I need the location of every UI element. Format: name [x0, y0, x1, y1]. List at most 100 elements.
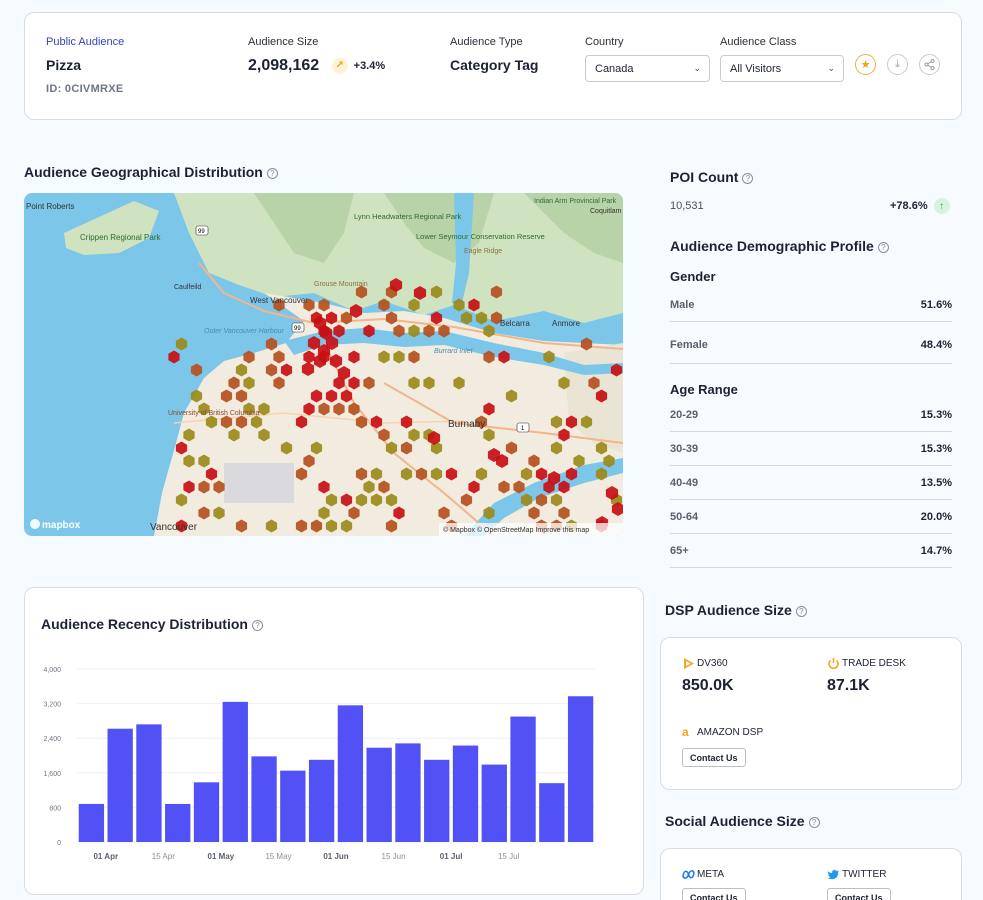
map-canvas[interactable]: Point Roberts Crippen Regional Park Lynn… [24, 193, 623, 536]
recency-bar[interactable] [337, 705, 364, 842]
density-hex [468, 480, 480, 494]
recency-bar[interactable] [481, 764, 507, 842]
help-icon[interactable]: ? [251, 620, 263, 631]
density-hex [318, 506, 330, 520]
density-hex [550, 493, 563, 507]
recency-bar[interactable] [222, 701, 248, 842]
density-hex [393, 324, 405, 338]
gender-value: 48.4% [920, 339, 952, 351]
density-hex [430, 311, 443, 325]
twitter-icon [827, 870, 839, 880]
map-mountain-ridge [524, 193, 623, 263]
density-hex [400, 441, 413, 455]
recency-bar[interactable] [107, 728, 133, 842]
recency-bar[interactable] [539, 783, 565, 842]
density-hex [175, 519, 188, 533]
density-hex [543, 480, 555, 494]
help-icon[interactable]: ? [742, 173, 754, 184]
density-hex [228, 376, 240, 390]
demographics-title: Audience Demographic Profile [670, 238, 874, 254]
download-button[interactable]: ⤓ [887, 54, 908, 75]
contact-us-button[interactable]: Contact Us [682, 748, 746, 767]
density-hex [430, 467, 443, 481]
help-icon[interactable]: ? [266, 168, 278, 179]
help-icon[interactable]: ? [795, 606, 807, 617]
audience-class-select[interactable]: All Visitors ⌄ [720, 55, 844, 82]
contact-us-button[interactable]: Contact Us [682, 888, 746, 900]
help-icon[interactable]: ? [808, 817, 820, 828]
x-tick-label: 15 Apr [152, 852, 175, 861]
recency-bar[interactable] [308, 759, 335, 842]
density-hex [310, 519, 323, 533]
audience-size-block: Audience Size 2,098,162 ↗ +3.4% [248, 36, 385, 75]
density-hex [273, 350, 285, 364]
recency-bar[interactable] [567, 696, 594, 842]
density-hex [190, 389, 203, 403]
poi-trend: +78.6% ↑ [890, 198, 950, 214]
map-label: Anmore [552, 319, 581, 328]
attribution-bg [439, 523, 623, 536]
recency-bar[interactable] [510, 716, 536, 842]
age-row: 50-64 20.0% [670, 500, 952, 534]
density-hex [498, 350, 510, 364]
arrow-up-icon: ↑ [933, 198, 950, 214]
density-hex [307, 336, 321, 350]
density-hex [611, 502, 623, 516]
road-sign-icon [291, 322, 305, 333]
age-label: 20-29 [670, 408, 699, 421]
density-hex [349, 304, 363, 318]
y-tick-label: 2,400 [43, 736, 61, 743]
recency-bar[interactable] [366, 747, 392, 842]
density-hex [438, 506, 450, 520]
density-hex [427, 431, 441, 445]
map-label: Crippen Regional Park [80, 233, 161, 242]
density-hex [183, 454, 195, 468]
recency-bar[interactable] [193, 782, 220, 842]
vendor-meta: META [682, 868, 724, 881]
share-button[interactable] [919, 54, 940, 75]
map-burrard-inlet [284, 328, 623, 375]
age-label: 65+ [670, 544, 689, 557]
recency-bar-chart[interactable]: 0 800 1,600 2,400 3,200 4,000 01 Apr 15 Apr 01 M… [25, 588, 645, 896]
density-hex [183, 480, 195, 494]
vendor-value: 850.0K [682, 677, 734, 694]
x-tick-label: 15 Jul [498, 852, 520, 861]
map-attribution[interactable]: © Mapbox © OpenStreetMap Improve this ma… [443, 526, 589, 534]
density-hex [588, 376, 600, 390]
audience-source-link[interactable]: Public Audience [46, 36, 125, 48]
download-icon: ⤓ [895, 58, 900, 70]
density-hex [303, 454, 315, 468]
density-hex [550, 441, 563, 455]
recency-bar[interactable] [280, 770, 306, 842]
density-hex [370, 493, 383, 507]
age-row: 30-39 15.3% [670, 432, 952, 466]
density-hex [243, 402, 255, 416]
density-hex [310, 441, 323, 455]
recency-bar[interactable] [165, 803, 191, 842]
help-icon[interactable]: ? [877, 242, 889, 253]
y-tick-label: 1,600 [43, 771, 61, 778]
y-tick-label: 800 [49, 805, 61, 812]
density-hex [355, 467, 368, 481]
density-hex [453, 376, 465, 390]
recency-bar[interactable] [251, 756, 277, 842]
density-hex [205, 467, 218, 481]
contact-us-button[interactable]: Contact Us [827, 888, 891, 900]
favorite-button[interactable]: ★ [855, 54, 876, 75]
recency-bar[interactable] [452, 745, 479, 842]
density-hex [258, 428, 270, 442]
recency-bar[interactable] [78, 803, 105, 842]
geo-map[interactable]: Point Roberts Crippen Regional Park Lynn… [24, 193, 623, 536]
road-sign-label: 99 [198, 229, 205, 235]
recency-bar[interactable] [395, 743, 421, 842]
density-hex [385, 493, 398, 507]
density-hex [389, 278, 403, 292]
gender-label: Female [670, 339, 708, 351]
recency-bar[interactable] [424, 759, 450, 842]
country-select[interactable]: Canada ⌄ [585, 55, 710, 82]
density-hex [363, 376, 375, 390]
density-hex [520, 493, 533, 507]
recency-bar[interactable] [136, 724, 162, 842]
density-hex [340, 311, 353, 325]
gender-row: Female 48.4% [670, 327, 952, 364]
